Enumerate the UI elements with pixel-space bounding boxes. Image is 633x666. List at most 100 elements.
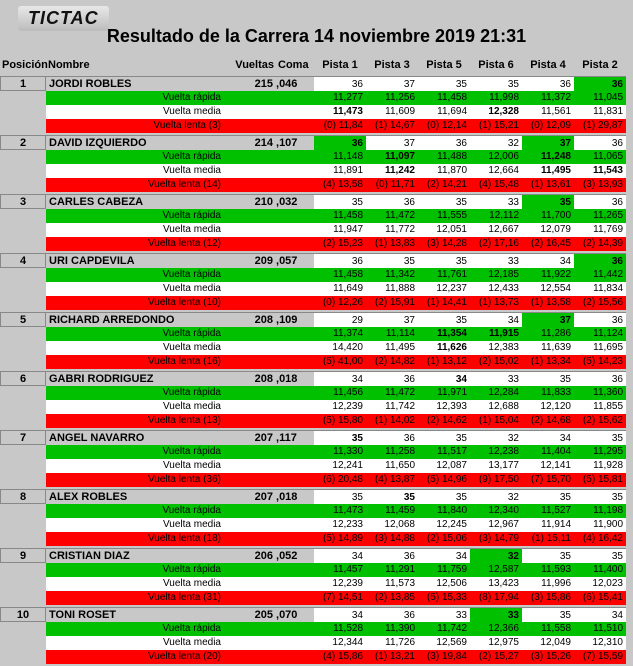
table-cell: (4) 15,48 bbox=[470, 178, 522, 192]
table-cell: 34 bbox=[574, 607, 626, 622]
row-label-avg: Vuelta media bbox=[46, 577, 224, 591]
table-cell: (5) 15,80 bbox=[314, 414, 366, 428]
col-laps: Vueltas bbox=[224, 58, 276, 72]
table-cell: 12,340 bbox=[470, 504, 522, 518]
table-cell: 11,900 bbox=[574, 518, 626, 532]
table-cell: 35 bbox=[574, 430, 626, 445]
table-cell: (2) 13,85 bbox=[366, 591, 418, 605]
table-cell: 12,239 bbox=[314, 577, 366, 591]
position-cell: 8 bbox=[0, 489, 46, 504]
table-cell: 11,742 bbox=[418, 622, 470, 636]
table-cell: 11,495 bbox=[366, 341, 418, 355]
table-cell: 11,840 bbox=[418, 504, 470, 518]
table-cell: (2) 14,21 bbox=[418, 178, 470, 192]
table-header: Posición Nombre Vueltas Coma Pista 1 Pis… bbox=[0, 58, 633, 72]
table-cell: 12,310 bbox=[574, 636, 626, 650]
table-cell: 37 bbox=[366, 76, 418, 91]
table-cell: 12,112 bbox=[470, 209, 522, 223]
row-label-fast: Vuelta rápida bbox=[46, 504, 224, 518]
position-cell: 2 bbox=[0, 135, 46, 150]
row-label-fast: Vuelta rápida bbox=[46, 209, 224, 223]
table-cell: 32 bbox=[470, 489, 522, 504]
row-label-slow: Vuelta lenta (16) bbox=[46, 355, 224, 369]
table-cell: (4) 13,58 bbox=[314, 178, 366, 192]
table-cell: 11,404 bbox=[522, 445, 574, 459]
table-cell: (7) 15,59 bbox=[574, 650, 626, 664]
table-cell: 11,473 bbox=[314, 105, 366, 119]
table-cell: 11,390 bbox=[366, 622, 418, 636]
table-cell: 36 bbox=[314, 135, 366, 150]
position-cell: 7 bbox=[0, 430, 46, 445]
table-cell: 11,528 bbox=[314, 622, 366, 636]
table-cell: 12,241 bbox=[314, 459, 366, 473]
table-cell: 11,459 bbox=[366, 504, 418, 518]
driver-name: GABRI RODRIGUEZ bbox=[46, 371, 224, 386]
driver-name: TONI ROSET bbox=[46, 607, 224, 622]
table-cell: 11,834 bbox=[574, 282, 626, 296]
table-cell: (2) 15,02 bbox=[470, 355, 522, 369]
table-cell: (1) 15,11 bbox=[522, 532, 574, 546]
position-cell: 5 bbox=[0, 312, 46, 327]
table-cell: (5) 14,23 bbox=[574, 355, 626, 369]
row-label-fast: Vuelta rápida bbox=[46, 327, 224, 341]
table-cell: 35 bbox=[522, 489, 574, 504]
table-cell: 32 bbox=[470, 430, 522, 445]
laps-cell: 210 bbox=[224, 194, 276, 209]
col-track: Pista 4 bbox=[522, 58, 574, 72]
table-cell: 11,265 bbox=[574, 209, 626, 223]
row-label-slow: Vuelta lenta (20) bbox=[46, 650, 224, 664]
driver-block: 7ANGEL NAVARRO207117353635323435Vuelta r… bbox=[0, 430, 633, 487]
row-label-fast: Vuelta rápida bbox=[46, 622, 224, 636]
table-cell: 11,114 bbox=[366, 327, 418, 341]
table-cell: (9) 17,50 bbox=[470, 473, 522, 487]
driver-name: ALEX ROBLES bbox=[46, 489, 224, 504]
table-cell: 34 bbox=[314, 607, 366, 622]
col-track: Pista 6 bbox=[470, 58, 522, 72]
table-cell: 11,495 bbox=[522, 164, 574, 178]
table-cell: 12,975 bbox=[470, 636, 522, 650]
table-cell: 12,049 bbox=[522, 636, 574, 650]
table-cell: (2) 15,27 bbox=[470, 650, 522, 664]
driver-block: 6GABRI RODRIGUEZ208018343634333536Vuelta… bbox=[0, 371, 633, 428]
table-cell: 12,068 bbox=[366, 518, 418, 532]
table-cell: (3) 13,93 bbox=[574, 178, 626, 192]
position-cell: 6 bbox=[0, 371, 46, 386]
driver-name: CRISTIAN DIAZ bbox=[46, 548, 224, 563]
table-cell: 11,649 bbox=[314, 282, 366, 296]
page-title: Resultado de la Carrera 14 noviembre 201… bbox=[0, 26, 633, 47]
table-cell: 12,237 bbox=[418, 282, 470, 296]
table-cell: (4) 15,86 bbox=[314, 650, 366, 664]
table-cell: 12,328 bbox=[470, 105, 522, 119]
table-cell: (0) 11,84 bbox=[314, 119, 366, 133]
table-cell: 11,342 bbox=[366, 268, 418, 282]
driver-name: RICHARD ARREDONDO bbox=[46, 312, 224, 327]
table-cell: 12,079 bbox=[522, 223, 574, 237]
laps-cell: 208 bbox=[224, 312, 276, 327]
table-cell: 11,922 bbox=[522, 268, 574, 282]
table-cell: 11,761 bbox=[418, 268, 470, 282]
row-label-slow: Vuelta lenta (14) bbox=[46, 178, 224, 192]
laps-cell: 206 bbox=[224, 548, 276, 563]
driver-block: 10TONI ROSET205070343633333534Vuelta ráp… bbox=[0, 607, 633, 664]
table-cell: (0) 11,71 bbox=[366, 178, 418, 192]
row-label-avg: Vuelta media bbox=[46, 164, 224, 178]
table-cell: 11,286 bbox=[522, 327, 574, 341]
driver-block: 5RICHARD ARREDONDO208109293735343736Vuel… bbox=[0, 312, 633, 369]
col-pos: Posición bbox=[0, 58, 46, 72]
table-cell: 13,423 bbox=[470, 577, 522, 591]
table-cell: 11,870 bbox=[418, 164, 470, 178]
table-cell: (7) 14,51 bbox=[314, 591, 366, 605]
table-cell: 11,277 bbox=[314, 91, 366, 105]
col-track: Pista 5 bbox=[418, 58, 470, 72]
table-cell: 35 bbox=[366, 489, 418, 504]
table-cell: 11,442 bbox=[574, 268, 626, 282]
table-cell: 11,258 bbox=[366, 445, 418, 459]
laps-cell: 215 bbox=[224, 76, 276, 91]
coma-cell: 107 bbox=[276, 135, 314, 150]
table-cell: 12,667 bbox=[470, 223, 522, 237]
table-cell: 12,366 bbox=[470, 622, 522, 636]
table-cell: 32 bbox=[470, 135, 522, 150]
table-cell: 34 bbox=[314, 371, 366, 386]
table-cell: 33 bbox=[418, 607, 470, 622]
driver-name: JORDI ROBLES bbox=[46, 76, 224, 91]
